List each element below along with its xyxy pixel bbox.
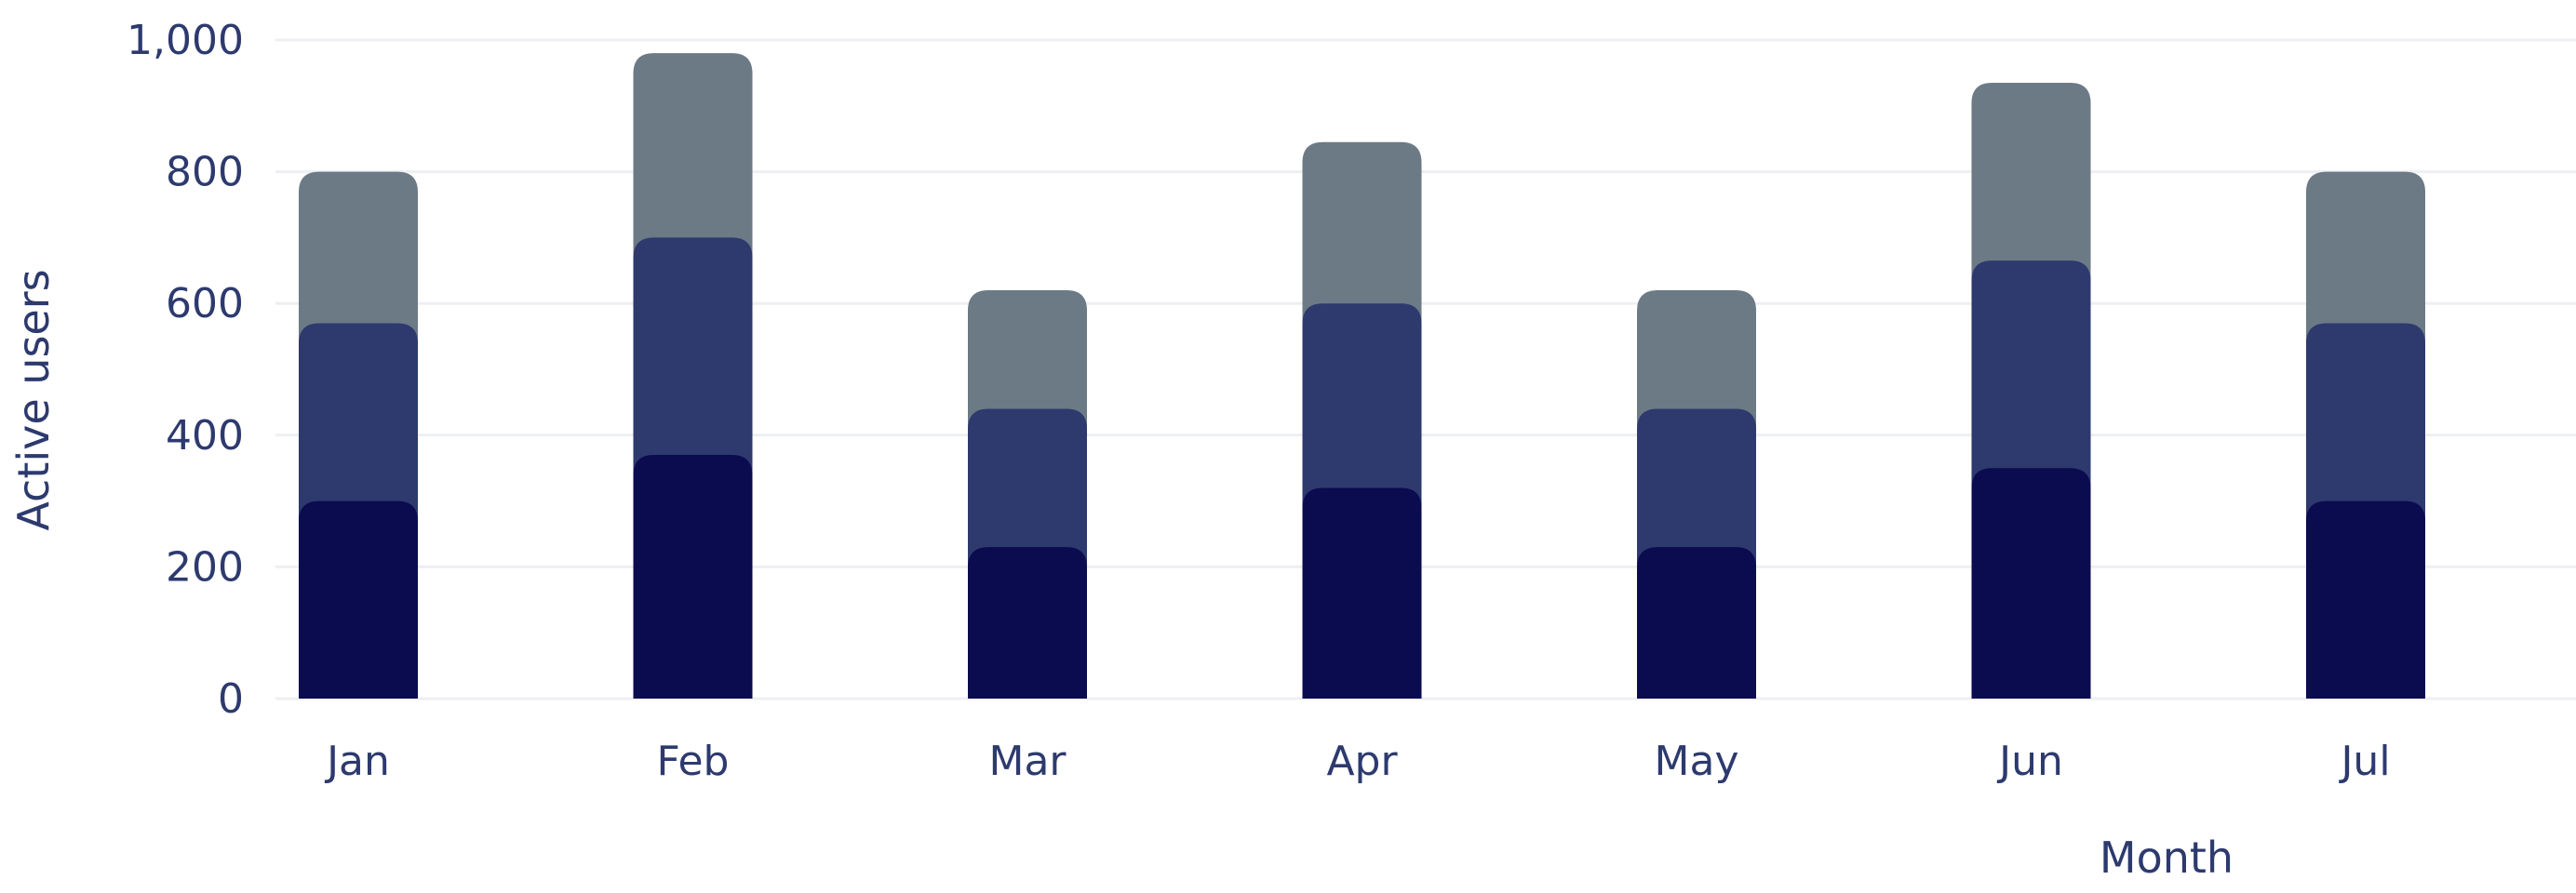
- y-tick-label: 0: [218, 675, 244, 723]
- bar-segment: [1302, 487, 1422, 699]
- y-axis-title: Active users: [8, 269, 59, 530]
- y-tick-label: 600: [166, 280, 244, 327]
- bar-segment: [299, 500, 418, 699]
- bar-segment: [1637, 547, 1756, 699]
- x-tick-label: May: [1655, 738, 1739, 785]
- y-tick-label: 1,000: [127, 17, 244, 64]
- y-tick-label: 200: [166, 543, 244, 591]
- x-tick-label: Feb: [657, 738, 730, 785]
- x-tick-label: Apr: [1326, 738, 1398, 785]
- y-tick-label: 800: [166, 149, 244, 196]
- bars: [299, 53, 2425, 700]
- x-axis-title: Month: [2100, 833, 2234, 883]
- y-tick-label: 400: [166, 412, 244, 460]
- y-axis-ticks: 0 200 400 600 800 1,000: [127, 17, 244, 723]
- bar-segment: [968, 547, 1087, 699]
- x-tick-label: Jun: [1996, 738, 2063, 785]
- bar-segment: [1971, 468, 2091, 699]
- x-tick-label: Mar: [988, 738, 1067, 785]
- x-tick-label: Jul: [2338, 738, 2390, 785]
- x-tick-label: Jan: [324, 738, 390, 785]
- bar-segment: [633, 455, 753, 699]
- gridlines: [275, 38, 2576, 700]
- x-axis-ticks: Jan Feb Mar Apr May Jun Jul: [324, 738, 2390, 785]
- bar-segment: [2306, 500, 2425, 699]
